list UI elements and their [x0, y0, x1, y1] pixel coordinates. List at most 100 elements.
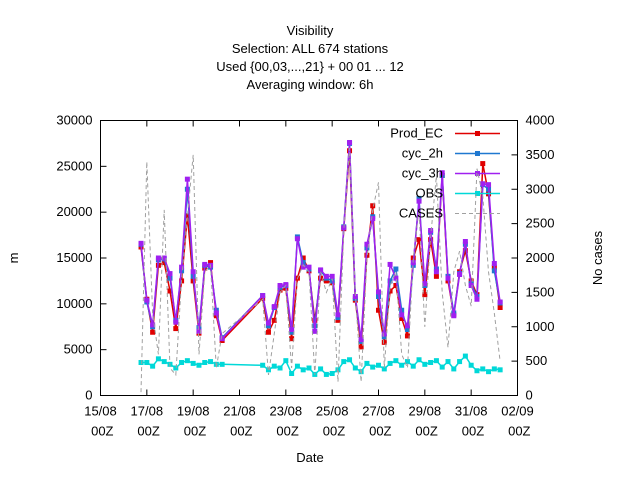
point-marker [277, 365, 283, 371]
point-marker [422, 292, 428, 298]
x-axis-label: Date [296, 450, 323, 465]
point-marker [474, 296, 480, 302]
point-marker [445, 359, 451, 365]
point-marker [364, 360, 370, 366]
point-marker [433, 358, 439, 364]
point-marker [179, 360, 185, 365]
point-marker [381, 334, 387, 340]
point-marker [277, 283, 283, 288]
y-tick-label: 25000 [56, 158, 92, 173]
point-marker [497, 367, 503, 373]
point-marker [381, 331, 387, 337]
y-axis-label: m [6, 253, 21, 264]
point-marker [300, 367, 306, 373]
point-marker [422, 281, 428, 287]
point-marker [161, 359, 167, 365]
chart-title: Used {00,03,...,21} + 00 01 ... 12 [216, 59, 404, 74]
point-marker [150, 322, 156, 328]
point-marker [335, 317, 341, 323]
point-marker [202, 360, 208, 365]
point-marker [399, 316, 405, 321]
point-marker [335, 367, 341, 373]
point-marker [347, 140, 353, 145]
point-marker [457, 359, 463, 365]
point-marker [387, 278, 393, 284]
x-tick-label: 25/08 00Z [316, 404, 349, 439]
point-marker [289, 336, 295, 342]
point-marker [202, 261, 208, 267]
x-tick-label: 17/08 00Z [131, 404, 164, 439]
x-tick-label: 19/08 00Z [177, 404, 210, 439]
y2-tick-label: 2000 [526, 250, 555, 265]
x-tick-label: 23/08 00Z [270, 404, 303, 439]
point-marker [289, 327, 295, 332]
point-marker [439, 170, 445, 176]
point-marker [404, 327, 410, 332]
point-marker [486, 369, 492, 375]
point-marker [300, 255, 306, 261]
y2-tick-label: 3000 [526, 181, 555, 196]
legend-label: cyc_3h [402, 166, 443, 181]
point-marker [370, 203, 376, 209]
point-marker [196, 328, 202, 334]
point-marker [393, 358, 399, 364]
point-marker [445, 275, 451, 281]
point-marker [416, 357, 422, 363]
point-marker [462, 239, 468, 244]
point-marker [428, 228, 434, 233]
y2-tick-label: 3500 [526, 147, 555, 162]
point-marker [364, 241, 370, 247]
point-marker [265, 320, 271, 326]
x-tick-label: 31/08 00Z [455, 404, 488, 439]
point-marker [480, 161, 486, 167]
point-marker [144, 297, 150, 303]
point-marker [428, 360, 434, 365]
point-marker [370, 216, 376, 222]
point-marker [283, 358, 289, 364]
chart-title: Averaging window: 6h [247, 77, 374, 92]
series-line [140, 142, 501, 341]
x-tick-label: 27/08 00Z [362, 404, 395, 439]
point-marker [260, 293, 266, 299]
x-tick-label: 21/08 00Z [223, 404, 256, 439]
chart-title: Selection: ALL 674 stations [232, 41, 389, 56]
y-tick-label: 20000 [56, 204, 92, 219]
point-marker [155, 255, 161, 261]
point-marker [208, 260, 214, 266]
point-marker [173, 319, 179, 325]
point-marker [144, 360, 150, 365]
point-marker [451, 313, 457, 319]
point-marker [468, 283, 474, 288]
chart-title: Visibility [287, 23, 334, 38]
x-tick-label: 15/08 00Z [84, 404, 117, 439]
point-marker [329, 371, 335, 376]
point-marker [462, 248, 468, 254]
legend-marker [475, 191, 480, 196]
point-marker [404, 323, 410, 329]
point-marker [150, 363, 156, 369]
point-marker [451, 366, 457, 372]
point-marker [167, 288, 173, 294]
point-marker [312, 328, 318, 334]
point-marker [376, 307, 381, 313]
point-marker [167, 271, 173, 277]
point-marker [271, 304, 277, 310]
x-tick-label: 29/08 00Z [409, 404, 442, 439]
point-marker [416, 198, 422, 204]
point-marker [289, 329, 295, 335]
point-marker [462, 353, 468, 359]
point-marker [277, 287, 283, 293]
point-marker [138, 240, 144, 246]
point-marker [260, 362, 266, 368]
point-marker [352, 294, 358, 299]
y-tick-label: 5000 [64, 342, 93, 357]
point-marker [323, 371, 329, 377]
legend-marker [475, 151, 480, 156]
point-marker [347, 357, 353, 363]
point-marker [173, 326, 179, 332]
point-marker [318, 267, 324, 273]
point-marker [323, 278, 329, 284]
point-marker [416, 237, 422, 243]
point-marker [358, 344, 364, 350]
point-marker [410, 363, 416, 369]
